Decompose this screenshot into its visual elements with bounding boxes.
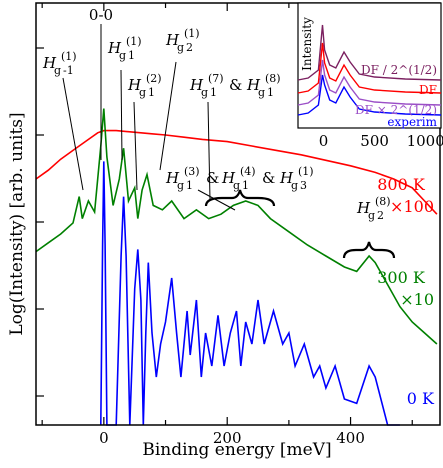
inset-y-label: Intensity [300, 17, 314, 71]
annotation-hg1-m1-g: g [54, 64, 61, 77]
annotation-hg8-2-sub: 2 [377, 209, 384, 222]
y-axis-label: Log(Intensity) [arb. units] [7, 112, 27, 335]
annotation-hg3-1-h: H [165, 169, 180, 187]
annotation-hg8-1-sub: 1 [267, 86, 274, 99]
x-tick-label: 0 [99, 429, 109, 447]
annotation-hg2-1: Hg(2)1 [127, 72, 162, 99]
annotation-hg1-1-h: H [107, 39, 122, 57]
annotation-hg1-3-h: H [279, 169, 294, 187]
series-factor-label: ×10 [400, 290, 434, 309]
annotation-hg2-1-h: H [127, 76, 142, 94]
annotation-hg7-1-h: H [189, 76, 204, 94]
annotation-hg1-1-sup: (1) [126, 35, 142, 48]
annotation-hg1-2-g: g [177, 41, 184, 54]
annotation-brace-2 [342, 241, 396, 259]
annotation-hg1-3: Hg(1)3 [279, 165, 314, 192]
annotation-hg4-1-sup: (4) [240, 165, 256, 178]
annotation-brace-1 [204, 189, 276, 207]
annotation-hg4-1-h: H [221, 169, 236, 187]
annotation-hg1-2-sup: (1) [184, 27, 200, 40]
annotation-hg8-2-g: g [368, 209, 375, 222]
inset-legend-label: DF / 2^(1/2) [361, 63, 437, 77]
annotation-hg1-m1: Hg(1)-1 [42, 50, 77, 77]
annotation-hg1-m1-h: H [42, 54, 57, 72]
main-axes-group: 0 200 400 800 K ×100 300 K ×10 0 K [35, 2, 441, 447]
annotation-hg7-1: Hg(7)1 [189, 72, 224, 99]
inset-legend-label: DF [419, 83, 437, 97]
annotation-hg1-1-g: g [119, 49, 126, 62]
annotation-hg1-3-sub: 3 [300, 179, 307, 192]
x-axis-label: Binding energy [meV] [142, 440, 331, 460]
annotation-pointer [197, 189, 236, 211]
annotation-hg4-1-sub: 1 [242, 179, 249, 192]
annotation-hg1-2-h: H [165, 31, 180, 49]
annotation-hg1-2: Hg(1)2 [165, 27, 200, 54]
annotation-amp: & [229, 76, 242, 94]
annotation-hg7-1-sub: 1 [210, 86, 217, 99]
series-factor-label: ×100 [390, 197, 434, 216]
annotation-hg2-1-g: g [139, 86, 146, 99]
annotation-hg1-m1-sup: (1) [61, 50, 77, 63]
annotation-hg2-1-sup: (2) [146, 72, 162, 85]
annotation-hg3-1-g: g [177, 179, 184, 192]
series-label: 300 K [377, 268, 426, 287]
annotation-hg3-1-sup: (3) [184, 165, 200, 178]
annotation-hg1-1-sub: 1 [128, 49, 135, 62]
annotations-group: 0-0Hg(1)-1Hg(1)1Hg(1)2Hg(2)1 Hg(7)1 & Hg(8)… [42, 6, 396, 259]
annotation-hg8-1: Hg(8)1 [246, 72, 281, 99]
inset-x-tick-label: 1000 [407, 132, 443, 150]
annotation-hg4-1-g: g [233, 179, 240, 192]
inset-series-line [297, 74, 442, 116]
annotation-hg1-1: Hg(1)1 [107, 35, 142, 62]
annotation-pointer [159, 61, 177, 171]
annotation-pointer [133, 101, 138, 191]
inset-series-line [297, 42, 442, 94]
annotation-amp-3: & [262, 169, 275, 187]
plot-frame [35, 2, 441, 426]
inset-x-tick-label: 0 [319, 132, 329, 150]
annotation-hg3-1-sub: 1 [186, 179, 193, 192]
annotation-hg2-1-sub: 1 [148, 86, 155, 99]
series-label: 800 K [377, 175, 426, 194]
annotation-0-0: 0-0 [89, 6, 113, 24]
annotation-pointer [62, 77, 84, 191]
x-tick-label: 400 [336, 429, 365, 447]
annotation-hg1-3-g: g [291, 179, 298, 192]
annotation-amp-2: & [206, 169, 219, 187]
inset-series-line [297, 24, 442, 81]
annotation-pointer [207, 101, 211, 201]
annotation-hg3-1: Hg(3)1 [165, 165, 200, 192]
annotation-pointer [120, 69, 123, 161]
annotation-hg8-1-h: H [246, 76, 261, 94]
annotation-hg7-1-g: g [201, 86, 208, 99]
series-line-0-k [100, 161, 400, 426]
annotation-hg1-m1-sub: -1 [63, 64, 74, 77]
annotation-hg8-2: Hg(8)2 [356, 195, 391, 222]
x-tick-label: 200 [213, 429, 242, 447]
annotation-hg4-1: Hg(4)1 [221, 165, 256, 192]
main-series-group [35, 108, 438, 426]
inset-legend-label: experim [387, 115, 437, 129]
annotation-hg8-1-g: g [258, 86, 265, 99]
series-line-800-k [35, 129, 438, 215]
inset-series-line [297, 59, 442, 106]
inset-group: DF / 2^(1/2) DF DF × 2^(1/2)experim Intensi… [297, 2, 443, 150]
annotation-hg1-2-sub: 2 [186, 41, 193, 54]
series-line-300-k [35, 108, 438, 345]
annotation-hg7-1-sup: (7) [208, 72, 224, 85]
inset-legend-label: DF × 2^(1/2) [355, 103, 437, 117]
annotation-hg8-1-sup: (8) [265, 72, 281, 85]
annotation-hg8-2-h: H [356, 199, 371, 217]
series-label: 0 K [407, 389, 435, 408]
annotation-hg1-3-sup: (1) [298, 165, 314, 178]
annotation-hg8-2-sup: (8) [375, 195, 391, 208]
inset-x-tick-label: 500 [360, 132, 389, 150]
